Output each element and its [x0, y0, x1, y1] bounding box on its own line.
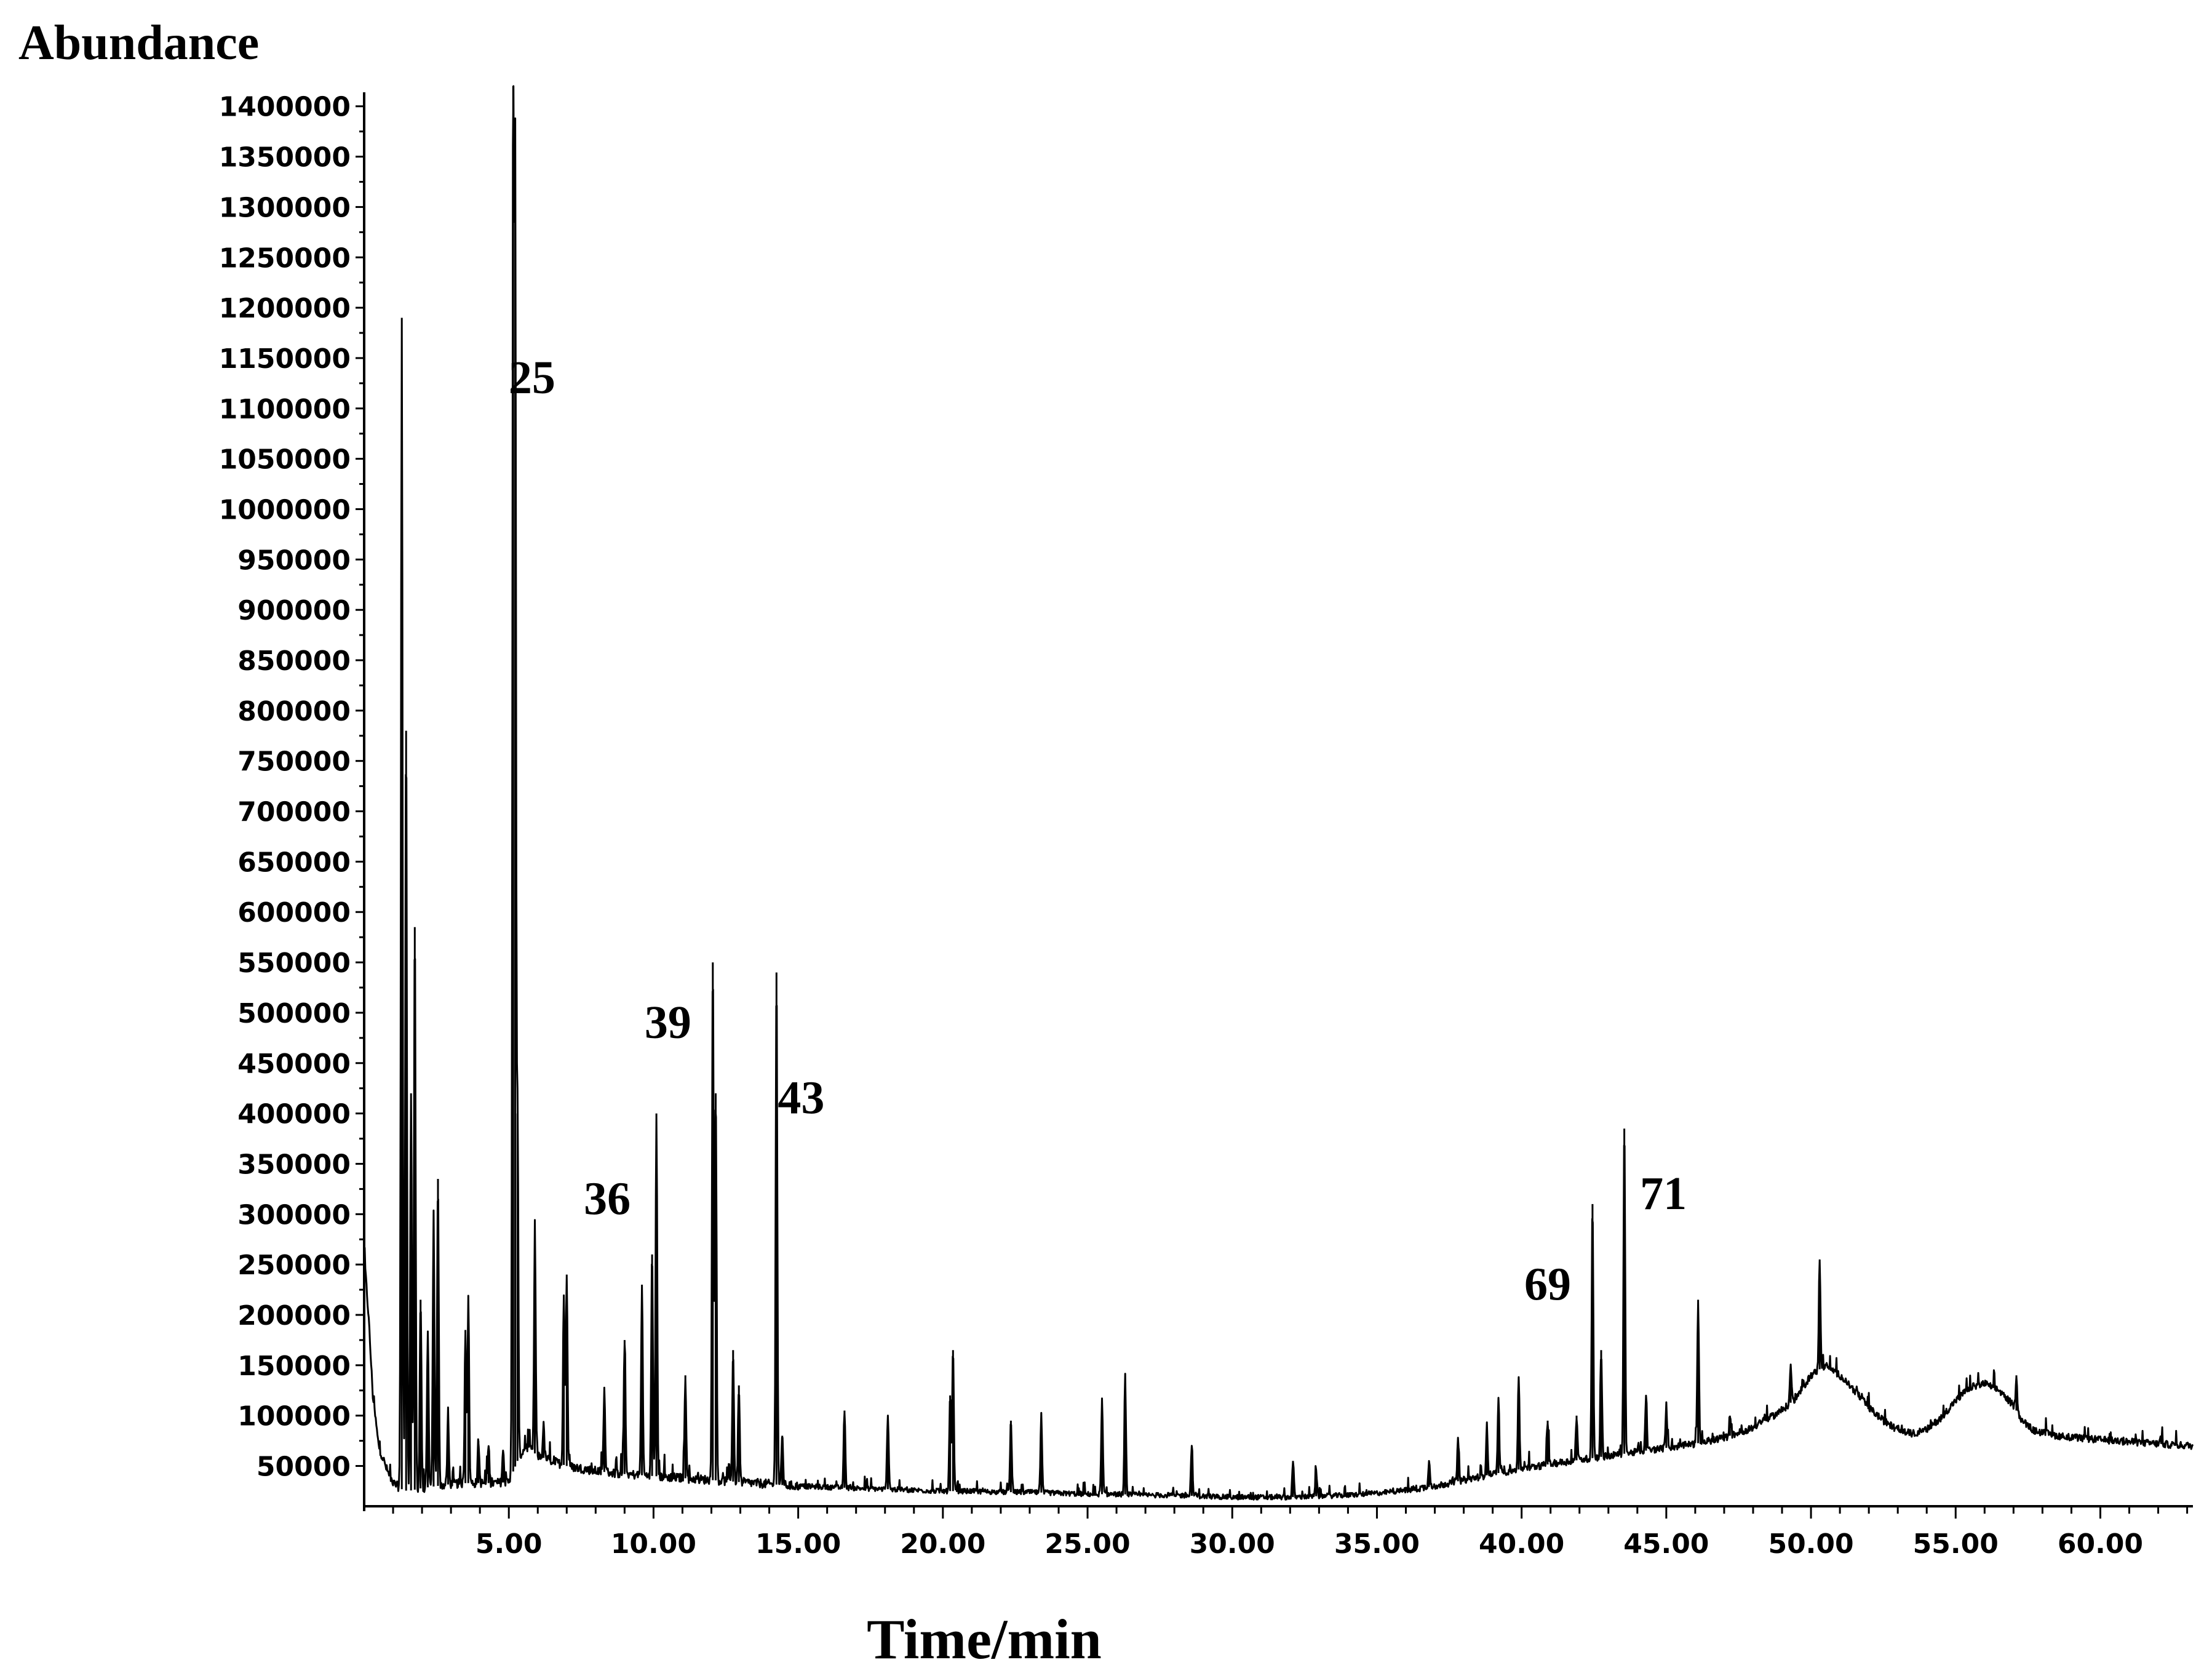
x-tick-label: 30.00 [1190, 1528, 1275, 1560]
x-tick-label: 25.00 [1044, 1528, 1130, 1560]
x-tick-label: 20.00 [900, 1528, 985, 1560]
x-tick-label: 5.00 [475, 1528, 543, 1560]
y-tick-label: 1400000 [219, 92, 351, 123]
peak-label: 25 [509, 352, 555, 404]
x-axis-ticks: 5.00 10.00 15.00 20.00 25.00 30.00 35.00 40.00 4… [392, 1506, 2189, 1560]
y-tick-label: 950000 [237, 545, 351, 576]
y-tick-label: 900000 [237, 595, 351, 626]
y-axis-title: Abundance [18, 16, 259, 70]
y-tick-label: 1000000 [219, 494, 351, 525]
peak-label: 36 [584, 1173, 631, 1224]
y-tick-label: 1200000 [219, 293, 351, 324]
y-tick-label: 400000 [237, 1099, 351, 1130]
y-tick-label: 200000 [237, 1300, 351, 1332]
y-tick-label: 850000 [237, 645, 351, 677]
y-tick-label: 150000 [237, 1351, 351, 1382]
y-tick-label: 1150000 [219, 343, 351, 375]
x-tick-label: 10.00 [611, 1528, 696, 1560]
y-tick-label: 250000 [237, 1250, 351, 1281]
y-tick-label: 700000 [237, 797, 351, 828]
x-tick-label: 45.00 [1623, 1528, 1709, 1560]
peak-label: 43 [778, 1072, 824, 1124]
y-tick-label: 100000 [237, 1401, 351, 1432]
x-tick-label: 40.00 [1479, 1528, 1564, 1560]
y-tick-label: 600000 [237, 897, 351, 928]
y-tick-label: 1300000 [219, 192, 351, 223]
y-tick-label: 500000 [237, 998, 351, 1029]
x-tick-label: 35.00 [1334, 1528, 1420, 1560]
y-tick-label: 650000 [237, 847, 351, 878]
y-axis-ticks: 50000 100000 150000 200000 250000 300000 35000… [219, 92, 364, 1483]
y-tick-label: 1100000 [219, 394, 351, 425]
y-tick-label: 550000 [237, 948, 351, 979]
y-tick-label: 1350000 [219, 142, 351, 174]
y-tick-label: 450000 [237, 1048, 351, 1080]
x-tick-label: 60.00 [2058, 1528, 2143, 1560]
y-tick-label: 1250000 [219, 242, 351, 274]
peak-label: 69 [1524, 1258, 1571, 1310]
y-tick-label: 1050000 [219, 444, 351, 476]
x-tick-label: 55.00 [1913, 1528, 1999, 1560]
chromatogram-trace [363, 85, 2194, 1501]
y-tick-label: 300000 [237, 1199, 351, 1231]
y-tick-label: 50000 [257, 1451, 351, 1483]
y-tick-label: 750000 [237, 746, 351, 778]
peak-label: 39 [645, 997, 691, 1048]
y-tick-label: 350000 [237, 1149, 351, 1180]
peak-label: 71 [1640, 1168, 1687, 1220]
peak-annotations: 25 36 39 43 69 71 [509, 352, 1687, 1310]
x-axis-title: Time/min [867, 1608, 1102, 1671]
y-tick-label: 800000 [237, 696, 351, 727]
x-tick-label: 15.00 [755, 1528, 841, 1560]
x-tick-label: 50.00 [1768, 1528, 1853, 1560]
